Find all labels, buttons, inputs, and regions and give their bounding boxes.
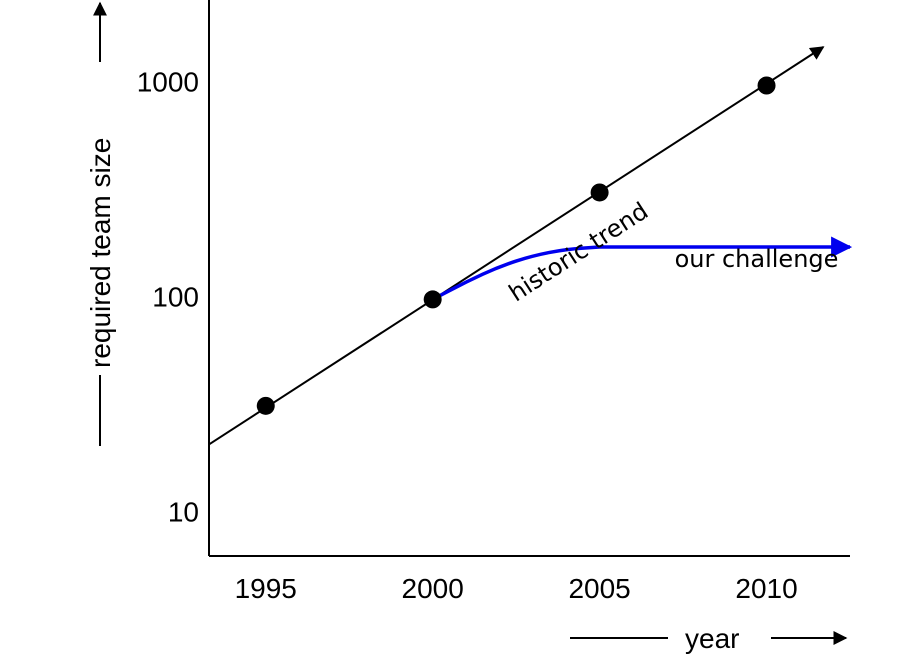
historic-trend-label: historic trend	[504, 197, 653, 308]
data-point	[757, 76, 776, 95]
x-tick-label: 2010	[735, 573, 797, 604]
x-tick-labels: 1995 2000 2005 2010	[235, 573, 798, 604]
x-axis-title-group: year	[570, 623, 848, 654]
y-tick-label: 10	[168, 496, 199, 527]
our-challenge-label: our challenge	[675, 245, 839, 273]
annotations: historic trend our challenge	[504, 197, 839, 308]
our-challenge-line	[431, 236, 853, 301]
historic-trend-line	[208, 46, 825, 446]
data-points	[256, 76, 776, 415]
y-tick-labels: 10 100 1000	[137, 67, 199, 528]
y-tick-label: 1000	[137, 67, 199, 98]
our-challenge-series	[431, 236, 853, 301]
data-point	[256, 396, 275, 415]
x-tick-label: 1995	[235, 573, 297, 604]
x-axis-title: year	[685, 623, 739, 654]
data-point	[590, 183, 609, 202]
y-axis-title: required team size	[85, 138, 116, 368]
y-axis-title-group: required team size	[85, 1, 116, 446]
historic-trend-series	[208, 46, 825, 446]
data-point	[423, 290, 442, 309]
y-tick-label: 100	[152, 282, 199, 313]
x-tick-label: 2005	[568, 573, 630, 604]
x-tick-label: 2000	[402, 573, 464, 604]
